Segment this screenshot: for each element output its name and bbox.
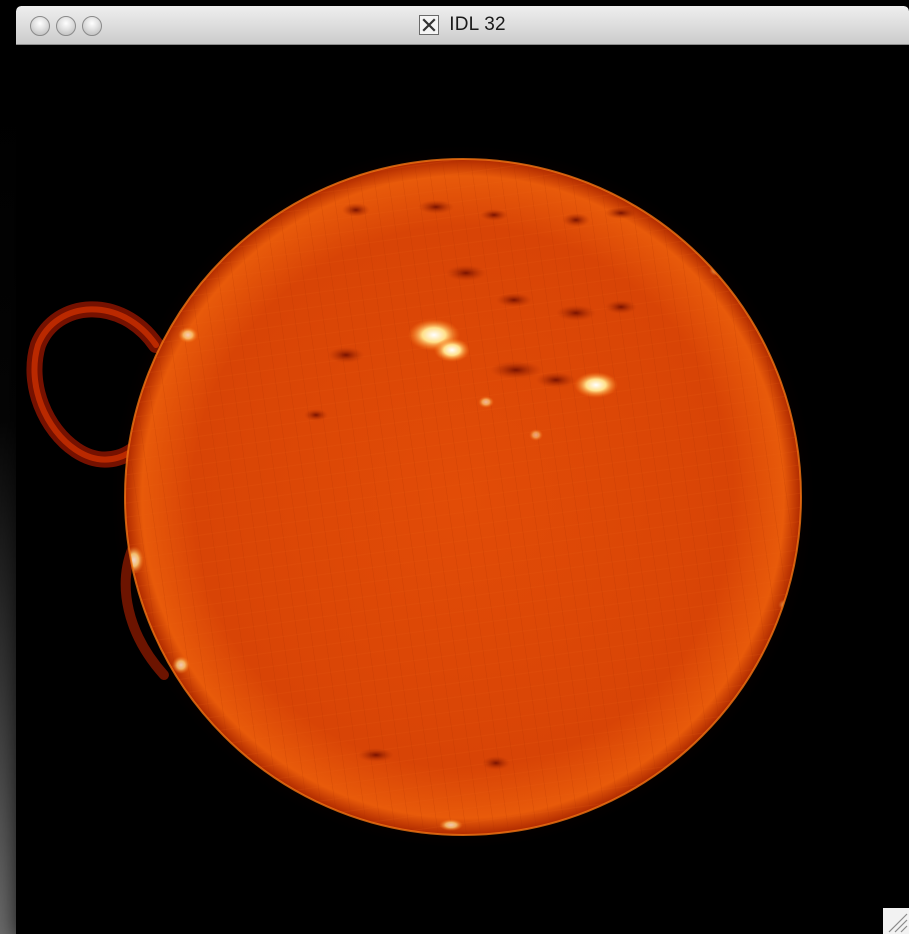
x11-icon [419, 15, 440, 35]
title-group: IDL 32 [16, 6, 909, 44]
dark-features [304, 200, 637, 770]
solar-image [16, 45, 909, 934]
close-button[interactable] [30, 16, 50, 36]
window-title: IDL 32 [449, 14, 506, 35]
prominence [26, 301, 169, 680]
minimize-button[interactable] [56, 16, 76, 36]
title-bar[interactable]: IDL 32 [16, 6, 909, 45]
bright-regions [125, 264, 794, 831]
idl-window: IDL 32 [16, 6, 909, 934]
zoom-button[interactable] [82, 16, 102, 36]
image-canvas[interactable] [16, 45, 909, 934]
resize-grip-icon[interactable] [883, 908, 909, 934]
